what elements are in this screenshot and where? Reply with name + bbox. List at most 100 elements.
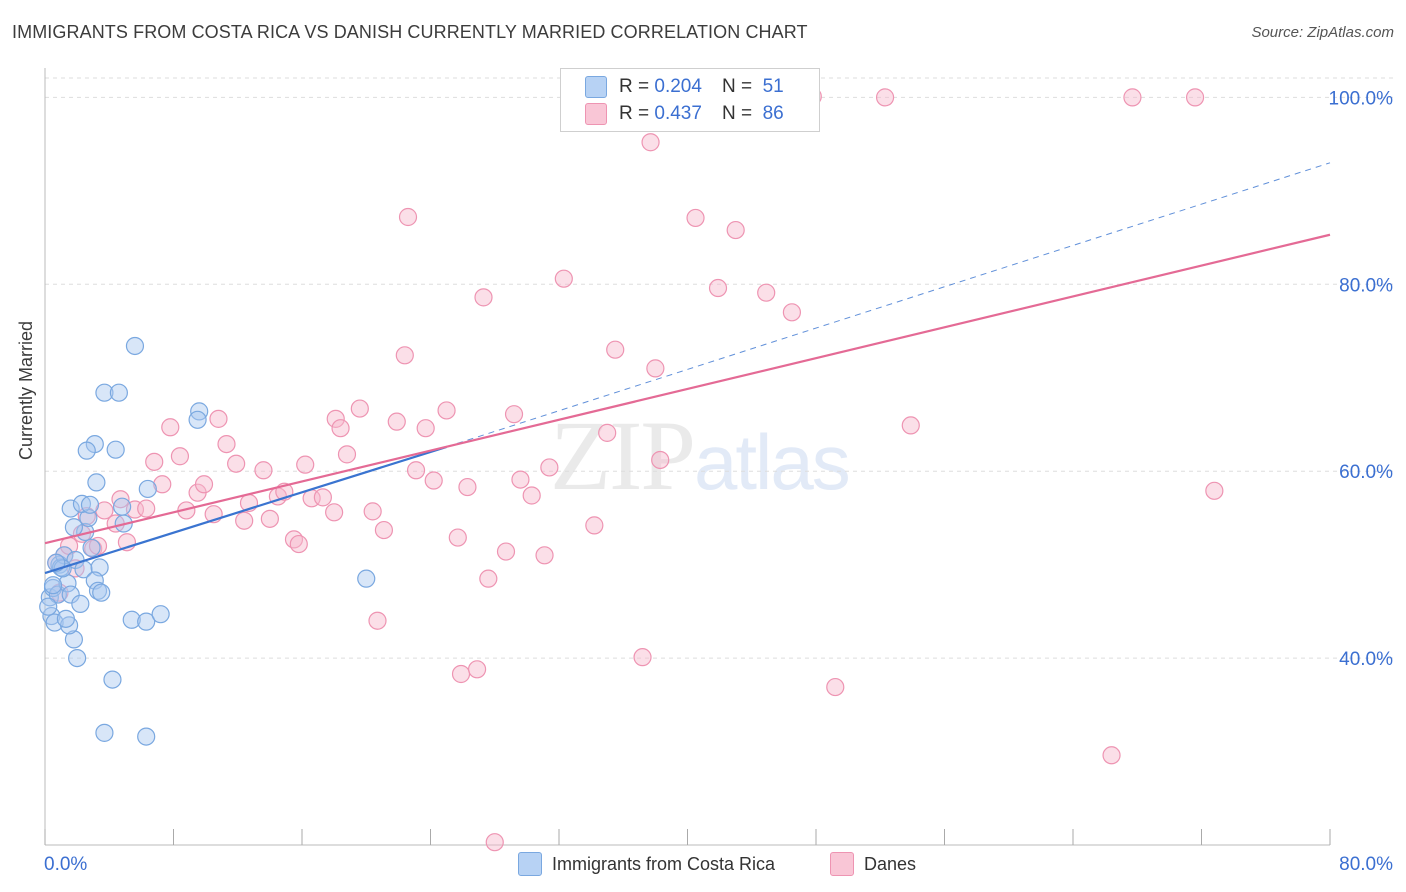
point-danes [686,208,705,228]
chart-title: IMMIGRANTS FROM COSTA RICA VS DANISH CUR… [12,22,808,42]
point-danes [1102,746,1121,765]
point-danes [416,419,435,438]
watermark-zip: ZIP [550,400,696,511]
point-danes [651,450,670,470]
point-costa-rica [95,383,114,402]
point-danes [406,461,426,480]
point-danes [467,660,487,679]
point-danes [331,419,350,438]
point-danes [363,502,382,521]
point-danes [235,511,254,530]
point-costa-rica [88,581,108,600]
point-danes [511,470,530,489]
legend-row-costa-rica: R = 0.204 N = 51 [585,74,784,100]
point-costa-rica [112,497,132,516]
point-danes [782,303,802,322]
point-costa-rica [71,594,90,613]
point-danes [145,452,164,471]
point-danes [194,475,214,494]
point-danes [875,88,895,107]
point-danes [708,278,728,298]
point-danes [88,536,108,556]
bottom-legend-swatch-pink [830,852,854,876]
point-danes [227,454,246,473]
point-costa-rica [45,613,64,632]
point-danes [641,133,660,152]
watermark: ZIPatlas [550,398,851,513]
legend-n-value: 51 [762,76,784,97]
point-danes [170,447,190,466]
point-danes [350,399,369,418]
point-danes [606,340,625,359]
point-danes [1123,88,1142,107]
point-costa-rica [122,610,141,629]
point-danes [1185,88,1205,107]
y-tick-label: 60.0% [1339,462,1393,483]
point-danes [398,207,418,227]
trendline-extension-costa-rica [446,162,1331,448]
trendline-costa-rica [44,445,447,575]
point-danes [368,611,387,630]
point-costa-rica [106,440,125,459]
point-costa-rica [68,648,87,668]
point-costa-rica [151,605,170,624]
legend-n-label: N = [721,103,753,124]
point-danes [826,677,845,697]
legend-swatch-pink [585,103,607,125]
point-costa-rica [125,336,145,356]
legend-r-label: R = [619,103,650,124]
point-danes [496,542,516,561]
point-danes [260,509,279,528]
legend-swatch-blue [585,76,607,98]
point-danes [325,503,344,522]
legend-n-value: 86 [762,103,784,124]
point-danes [479,569,498,588]
point-danes [448,528,467,547]
point-danes [374,520,394,540]
bottom-legend-danes: Danes [830,852,916,876]
bottom-legend-label: Danes [864,853,917,874]
point-danes [313,488,332,507]
point-costa-rica [39,597,58,616]
watermark-atlas: atlas [694,418,851,506]
legend-r-value: 0.437 [654,103,702,124]
point-danes [458,477,477,497]
point-costa-rica [103,670,122,689]
point-danes [646,359,665,378]
point-costa-rica [138,479,157,499]
point-costa-rica [47,553,66,572]
point-danes [535,546,554,565]
bottom-legend-swatch-blue [518,852,542,876]
bottom-legend-costa-rica: Immigrants from Costa Rica [518,852,775,876]
point-costa-rica [80,495,100,514]
bottom-legend-label: Immigrants from Costa Rica [552,853,776,874]
point-danes [522,486,541,505]
point-danes [451,664,471,684]
point-danes [395,346,414,365]
stats-legend: R = 0.204 N = 51 R = 0.437 N = 86 [560,68,820,132]
legend-row-danes: R = 0.437 N = 86 [585,101,784,127]
y-tick-label: 100.0% [1329,88,1394,109]
point-costa-rica [82,538,101,557]
point-danes [757,283,776,302]
x-tick-label: 0.0% [44,854,87,875]
point-danes [296,455,315,474]
point-danes [111,490,130,509]
point-costa-rica [109,383,128,402]
legend-r-value: 0.204 [654,76,702,97]
point-danes [554,269,573,288]
point-danes [289,534,308,554]
legend-n-label: N = [721,76,753,97]
point-danes [217,434,236,454]
x-tick-label: 80.0% [1339,854,1393,875]
point-danes [504,405,524,424]
point-costa-rica [137,612,156,631]
point-costa-rica [56,609,75,628]
point-danes [633,648,652,667]
point-danes [161,418,180,437]
point-danes [1205,481,1224,500]
point-costa-rica [137,727,156,746]
point-costa-rica [77,441,96,460]
point-danes [326,409,345,428]
